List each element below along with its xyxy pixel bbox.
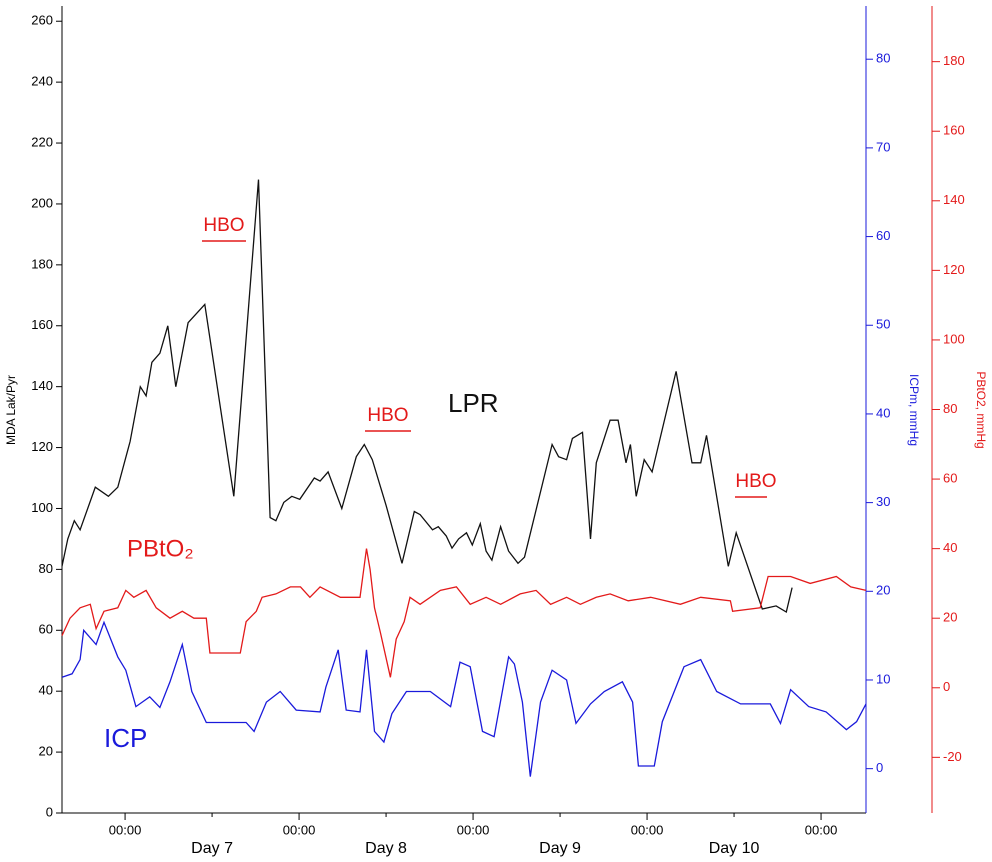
y2-tick-label: 10 <box>876 671 890 686</box>
y2-tick-label: 50 <box>876 317 890 332</box>
x-tick-label: 00:00 <box>283 822 316 837</box>
y-tick-label: 160 <box>31 317 53 332</box>
y3-tick-label: 140 <box>943 192 965 207</box>
y-tick-label: 60 <box>39 622 53 637</box>
y3-tick-label: 80 <box>943 401 957 416</box>
y3-axis-label: PBtO2, mmHg <box>974 371 988 448</box>
y-tick-label: 120 <box>31 439 53 454</box>
x-tick-label: 00:00 <box>457 822 490 837</box>
day-label: Day 7 <box>191 840 233 857</box>
y2-tick-label: 20 <box>876 583 890 598</box>
y-tick-label: 140 <box>31 378 53 393</box>
series-label: ICP <box>104 723 147 753</box>
y3-tick-label: 100 <box>943 331 965 346</box>
series-line <box>61 548 867 678</box>
y-tick-label: 200 <box>31 195 53 210</box>
series-line <box>61 620 867 777</box>
y2-tick-label: 80 <box>876 51 890 66</box>
y3-tick-label: 40 <box>943 540 957 555</box>
y-tick-label: 180 <box>31 256 53 271</box>
annotation: HBO <box>367 405 408 426</box>
annotation: HBO <box>203 215 244 236</box>
y-tick-label: 40 <box>39 683 53 698</box>
y-axis-label: MDA Lak/Pyr <box>4 375 18 445</box>
annotation: HBO <box>735 471 776 492</box>
y-tick-label: 20 <box>39 744 53 759</box>
day-label: Day 9 <box>539 840 581 857</box>
y2-tick-label: 60 <box>876 228 890 243</box>
y3-tick-label: 20 <box>943 610 957 625</box>
y-tick-label: 80 <box>39 561 53 576</box>
y-tick-label: 0 <box>46 804 53 819</box>
day-label: Day 10 <box>709 840 760 857</box>
y2-axis-label: ICPm, mmHg <box>907 374 921 446</box>
x-tick-label: 00:00 <box>805 822 838 837</box>
y-tick-label: 260 <box>31 13 53 28</box>
x-tick-label: 00:00 <box>631 822 664 837</box>
y3-tick-label: -20 <box>943 749 962 764</box>
x-tick-label: 00:00 <box>109 822 142 837</box>
y2-tick-label: 0 <box>876 760 883 775</box>
y2-tick-label: 30 <box>876 494 890 509</box>
y3-tick-label: 120 <box>943 262 965 277</box>
day-label: Day 8 <box>365 840 407 857</box>
series-label: LPR <box>448 388 499 418</box>
y3-tick-label: 180 <box>943 53 965 68</box>
y-tick-label: 100 <box>31 500 53 515</box>
y2-tick-label: 70 <box>876 139 890 154</box>
series-label: PBtO₂ <box>127 535 194 562</box>
y3-tick-label: 0 <box>943 679 950 694</box>
series-line <box>61 179 793 614</box>
y3-tick-label: 60 <box>943 471 957 486</box>
y-tick-label: 240 <box>31 74 53 89</box>
y-tick-label: 220 <box>31 134 53 149</box>
y3-tick-label: 160 <box>943 123 965 138</box>
y2-tick-label: 40 <box>876 405 890 420</box>
